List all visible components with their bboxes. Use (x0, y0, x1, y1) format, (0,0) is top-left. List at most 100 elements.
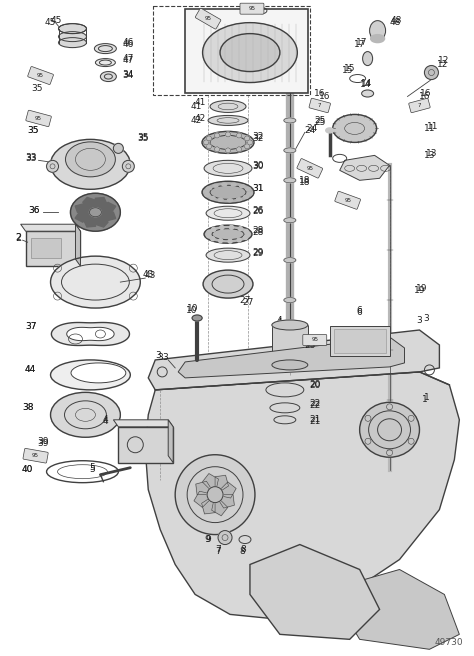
Text: 34: 34 (123, 70, 134, 79)
Ellipse shape (284, 148, 296, 153)
FancyBboxPatch shape (409, 98, 430, 113)
Text: 26: 26 (252, 206, 264, 215)
Text: 10: 10 (186, 306, 198, 314)
Text: 91: 91 (261, 9, 273, 18)
FancyBboxPatch shape (27, 66, 54, 85)
Text: 4: 4 (102, 415, 108, 424)
FancyBboxPatch shape (185, 9, 308, 94)
Circle shape (247, 140, 253, 145)
Text: 95: 95 (35, 116, 42, 121)
FancyBboxPatch shape (335, 192, 361, 209)
Text: 95: 95 (311, 337, 318, 342)
FancyBboxPatch shape (118, 427, 173, 462)
Text: 35: 35 (137, 133, 149, 142)
Text: 25: 25 (314, 118, 326, 127)
Ellipse shape (90, 208, 101, 216)
Ellipse shape (65, 142, 115, 177)
Circle shape (226, 148, 230, 153)
Text: 29: 29 (252, 249, 264, 258)
Ellipse shape (206, 248, 250, 262)
Text: 26: 26 (252, 207, 264, 216)
Text: 30: 30 (252, 162, 264, 171)
Ellipse shape (363, 52, 373, 66)
Circle shape (237, 147, 241, 152)
Text: 49730: 49730 (435, 638, 463, 647)
Text: 47: 47 (123, 56, 134, 65)
Text: 44: 44 (25, 365, 36, 375)
Text: 39: 39 (37, 440, 48, 448)
Text: 29: 29 (252, 248, 264, 256)
Text: 17: 17 (356, 38, 367, 47)
Polygon shape (51, 323, 129, 346)
Text: 5: 5 (90, 463, 95, 472)
Text: 35: 35 (27, 126, 38, 135)
FancyBboxPatch shape (195, 9, 221, 29)
Ellipse shape (204, 225, 252, 243)
Text: 38: 38 (22, 403, 33, 413)
Ellipse shape (213, 184, 218, 187)
Circle shape (211, 237, 215, 241)
Polygon shape (145, 372, 459, 619)
Circle shape (207, 136, 211, 141)
Text: 32: 32 (252, 134, 264, 143)
Text: 7: 7 (215, 545, 221, 554)
Ellipse shape (246, 188, 250, 190)
Text: 4: 4 (277, 318, 283, 327)
Text: 7: 7 (318, 103, 321, 108)
Text: 40: 40 (22, 465, 33, 474)
Text: 8: 8 (239, 547, 245, 556)
Ellipse shape (71, 363, 126, 383)
Ellipse shape (247, 192, 252, 195)
Ellipse shape (192, 315, 202, 321)
Ellipse shape (326, 128, 334, 133)
Circle shape (244, 236, 247, 239)
Text: 37: 37 (25, 321, 36, 331)
Text: 13: 13 (424, 151, 435, 160)
Text: 35: 35 (27, 126, 38, 135)
FancyBboxPatch shape (309, 98, 330, 113)
Polygon shape (330, 569, 459, 649)
Text: 46: 46 (123, 40, 134, 49)
Ellipse shape (51, 392, 120, 438)
Text: 44: 44 (25, 365, 36, 375)
Ellipse shape (51, 140, 130, 190)
Ellipse shape (360, 402, 419, 457)
Text: 3: 3 (155, 352, 161, 360)
Polygon shape (95, 213, 108, 227)
Text: 35: 35 (137, 134, 149, 143)
Text: 15: 15 (342, 66, 354, 75)
Text: 95: 95 (248, 6, 255, 11)
Circle shape (175, 455, 255, 535)
FancyBboxPatch shape (31, 238, 61, 258)
Ellipse shape (205, 194, 210, 197)
Ellipse shape (202, 23, 297, 83)
Polygon shape (178, 337, 404, 378)
Text: 13: 13 (426, 149, 437, 158)
Text: 14: 14 (361, 79, 372, 88)
Text: 1: 1 (421, 396, 428, 404)
Text: 11: 11 (427, 122, 438, 131)
Text: 9: 9 (205, 535, 211, 544)
Text: 9: 9 (204, 535, 210, 544)
Circle shape (207, 487, 223, 502)
Text: 19: 19 (414, 285, 425, 295)
Text: 48: 48 (391, 16, 402, 25)
FancyBboxPatch shape (23, 449, 48, 463)
Text: 30: 30 (252, 161, 264, 170)
FancyBboxPatch shape (334, 329, 385, 353)
Text: 21: 21 (309, 415, 320, 424)
Polygon shape (75, 203, 95, 213)
Ellipse shape (284, 258, 296, 262)
Polygon shape (168, 420, 173, 462)
Text: 10: 10 (187, 304, 199, 312)
Text: 22: 22 (309, 400, 320, 408)
Ellipse shape (210, 196, 215, 199)
Text: 16: 16 (314, 89, 326, 98)
Polygon shape (194, 491, 215, 507)
Polygon shape (83, 197, 96, 213)
Ellipse shape (284, 118, 296, 123)
FancyBboxPatch shape (297, 159, 323, 178)
Text: 18: 18 (299, 176, 310, 185)
Polygon shape (67, 327, 114, 340)
Ellipse shape (240, 185, 245, 188)
